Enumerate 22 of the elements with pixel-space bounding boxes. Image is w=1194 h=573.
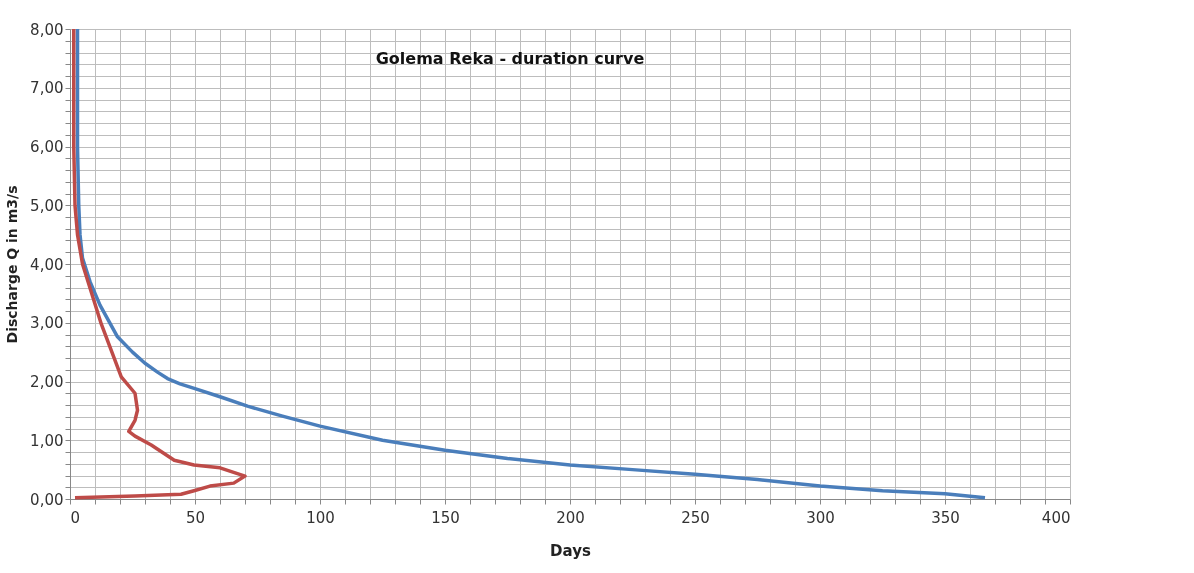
x-axis-title: Days bbox=[550, 541, 591, 560]
y-axis-title: Discharge Q in m3/s bbox=[4, 185, 21, 344]
x-tick-label: 100 bbox=[306, 508, 335, 527]
x-tick-label: 300 bbox=[806, 508, 835, 527]
x-tick-label: 250 bbox=[681, 508, 710, 527]
y-tick-label: 7,00 bbox=[30, 79, 64, 98]
x-tick-label: 0 bbox=[70, 508, 81, 527]
y-tick-label: 5,00 bbox=[30, 196, 64, 215]
line-series bbox=[75, 27, 987, 500]
y-tick-label: 1,00 bbox=[30, 431, 64, 450]
y-tick-label: 6,00 bbox=[30, 138, 64, 156]
x-tick-label: 50 bbox=[185, 508, 206, 527]
x-tick-label: 350 bbox=[931, 508, 960, 527]
y-tick-label: 3,00 bbox=[30, 314, 64, 333]
y-tick-label: 0,00 bbox=[30, 490, 64, 509]
y-tick-label: 4,00 bbox=[30, 255, 64, 274]
text: Golema Reka - duration curve bbox=[375, 49, 645, 68]
y-tick-label: 8,00 bbox=[30, 20, 64, 39]
x-tick-label: 150 bbox=[431, 508, 460, 527]
x-tick-label: 400 bbox=[1041, 508, 1071, 527]
x-tick-label: 200 bbox=[556, 508, 585, 527]
y-tick-label: 2,00 bbox=[30, 373, 64, 391]
